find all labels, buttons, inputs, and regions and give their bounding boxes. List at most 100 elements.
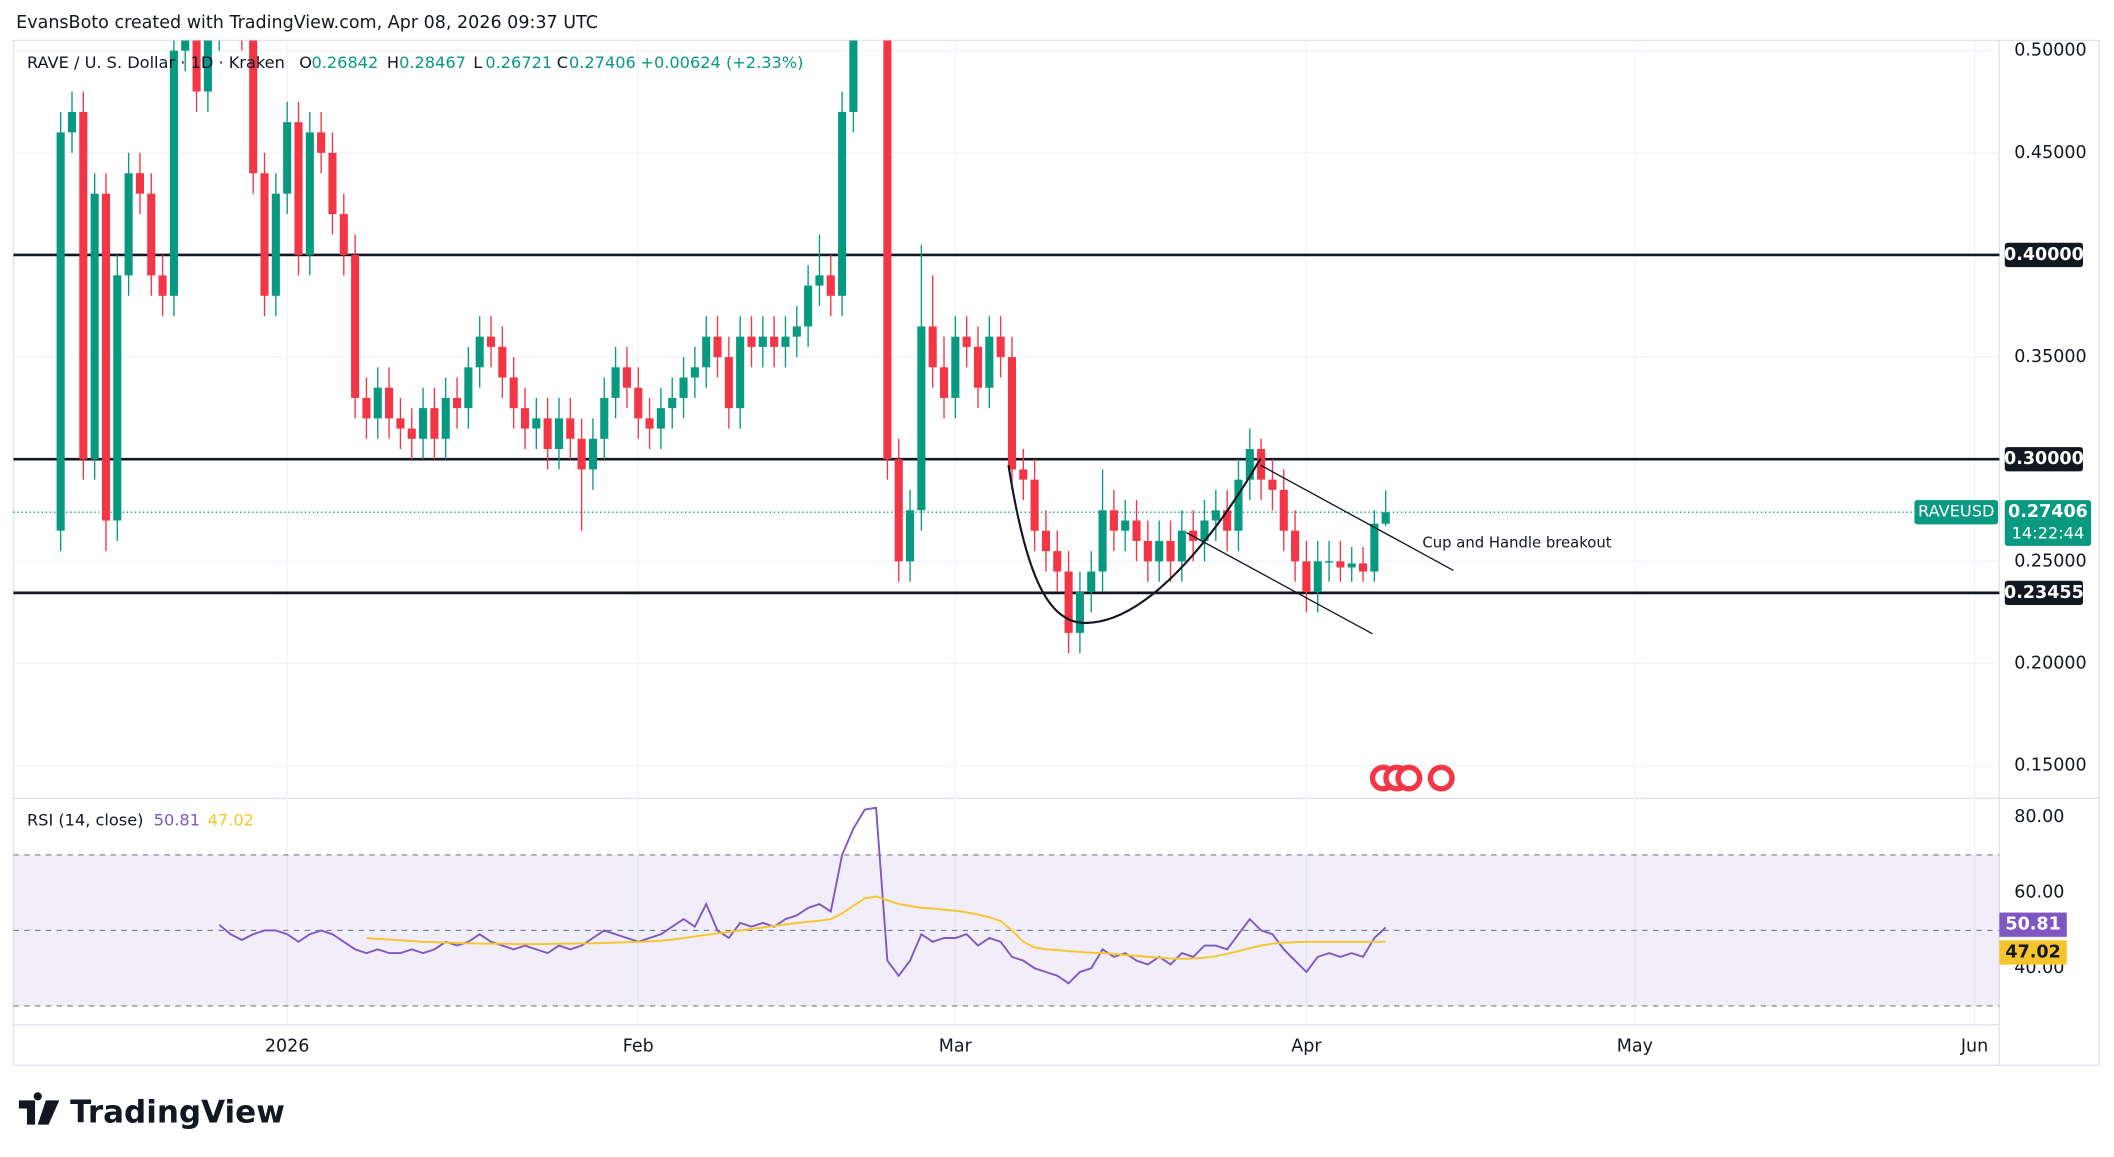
rsi-title: RSI (14, close) bbox=[27, 811, 144, 830]
candle-body bbox=[1291, 530, 1300, 562]
candle-body bbox=[1200, 520, 1209, 541]
candle-body bbox=[419, 408, 428, 439]
candle-body bbox=[996, 336, 1005, 358]
candle-body bbox=[554, 418, 564, 449]
candles bbox=[56, 0, 1390, 654]
candle-body bbox=[928, 326, 937, 368]
candle-body bbox=[532, 418, 541, 429]
candle-body bbox=[1359, 563, 1368, 572]
candle-body bbox=[894, 459, 903, 562]
candle-body bbox=[1279, 489, 1288, 531]
labels-layer: 2026 Feb Mar Apr May Jun 0.50000 0.45000 0.35000… bbox=[27, 41, 2092, 1056]
candle-body bbox=[1381, 512, 1390, 524]
candle-body bbox=[169, 50, 178, 296]
candle-body bbox=[1313, 561, 1322, 592]
candle-body bbox=[328, 152, 337, 215]
ohlc-key: L bbox=[473, 53, 482, 72]
flag-icon bbox=[1400, 769, 1417, 787]
candle-body bbox=[668, 397, 677, 409]
candle-body bbox=[645, 418, 654, 429]
candle-body bbox=[351, 254, 360, 398]
candle-body bbox=[396, 418, 405, 429]
candle-body bbox=[917, 326, 926, 511]
candle-body bbox=[566, 418, 575, 439]
candle-body bbox=[464, 367, 473, 409]
rsi-value-tag bbox=[1999, 912, 2067, 937]
candle-body bbox=[951, 336, 960, 398]
candle-body bbox=[113, 275, 122, 521]
candle-body bbox=[1132, 520, 1141, 541]
candle-body bbox=[1030, 479, 1039, 531]
level-label: 0.23455 bbox=[2004, 583, 2084, 603]
ohlc-value: 0.27406 bbox=[569, 53, 636, 72]
candle-body bbox=[622, 367, 631, 388]
candle-body bbox=[1087, 571, 1096, 592]
countdown-label: 14:22:44 bbox=[2012, 523, 2085, 542]
candle-body bbox=[600, 397, 609, 439]
y-tick-label: 0.45000 bbox=[2014, 143, 2086, 163]
ohlc-key: H bbox=[387, 53, 399, 72]
candle-body bbox=[1325, 561, 1334, 563]
candle-body bbox=[906, 510, 915, 562]
candle-body bbox=[203, 40, 212, 92]
candle-body bbox=[101, 193, 111, 521]
ohlc-value: 0.26721 bbox=[485, 53, 552, 72]
logo-text: TradingView bbox=[70, 1094, 285, 1130]
candle-body bbox=[1075, 591, 1084, 633]
level-tag bbox=[2004, 447, 2083, 472]
candle-body bbox=[962, 336, 971, 347]
candle-body bbox=[79, 111, 88, 460]
y-tick-label: 0.50000 bbox=[2014, 41, 2086, 61]
ohlc-key: C bbox=[557, 53, 568, 72]
candle-body bbox=[770, 336, 779, 347]
rsi-value-label: 47.02 bbox=[2005, 942, 2060, 962]
candle-body bbox=[1007, 357, 1017, 470]
candle-body bbox=[1370, 523, 1379, 572]
candle-body bbox=[339, 214, 348, 255]
candle-body bbox=[679, 377, 688, 398]
candle-body bbox=[792, 326, 801, 337]
candle-body bbox=[1234, 479, 1243, 531]
candle-body bbox=[509, 377, 518, 409]
event-flags bbox=[1369, 764, 1455, 792]
logo-icon bbox=[18, 1092, 60, 1125]
candle-body bbox=[690, 367, 699, 378]
candle-body bbox=[1166, 540, 1175, 562]
candle-body bbox=[1053, 551, 1062, 572]
candle-body bbox=[883, 40, 892, 460]
candle-body bbox=[634, 387, 643, 419]
candle-body bbox=[1268, 479, 1277, 490]
candle-body bbox=[124, 173, 133, 276]
candle-body bbox=[1064, 571, 1073, 633]
level-label: 0.40000 bbox=[2004, 245, 2084, 265]
candle-body bbox=[804, 285, 813, 327]
ohlc-value: 0.28467 bbox=[399, 53, 466, 72]
candle-body bbox=[1155, 540, 1164, 562]
annotation: Cup and Handle breakout bbox=[1422, 534, 1611, 551]
level-tag bbox=[2004, 242, 2083, 268]
candle-body bbox=[588, 438, 597, 470]
x-tick-label: 2026 bbox=[265, 1036, 310, 1056]
candle-body bbox=[158, 275, 167, 296]
y-tick-label: 0.35000 bbox=[2014, 347, 2086, 367]
rsi-tick-label: 60.00 bbox=[2014, 883, 2064, 903]
candle-body bbox=[192, 40, 201, 92]
candle-body bbox=[1109, 510, 1118, 531]
candle-body bbox=[147, 193, 156, 276]
candle-body bbox=[373, 387, 382, 419]
candle-body bbox=[520, 408, 530, 429]
candle-body bbox=[577, 438, 586, 470]
credit: EvansBoto created with TradingView.com, … bbox=[16, 13, 598, 33]
candle-body bbox=[724, 357, 733, 409]
candle-body bbox=[227, 0, 235, 10]
candle-body bbox=[985, 336, 994, 388]
ohlc-key: O bbox=[299, 53, 312, 72]
rsi-legend-value: 47.02 bbox=[208, 811, 254, 830]
candle-body bbox=[758, 336, 767, 347]
rsi-value-tag bbox=[1999, 940, 2067, 965]
candle-body bbox=[939, 367, 949, 398]
candle-body bbox=[781, 336, 790, 347]
candle-body bbox=[1302, 561, 1311, 592]
candle-body bbox=[385, 387, 394, 419]
